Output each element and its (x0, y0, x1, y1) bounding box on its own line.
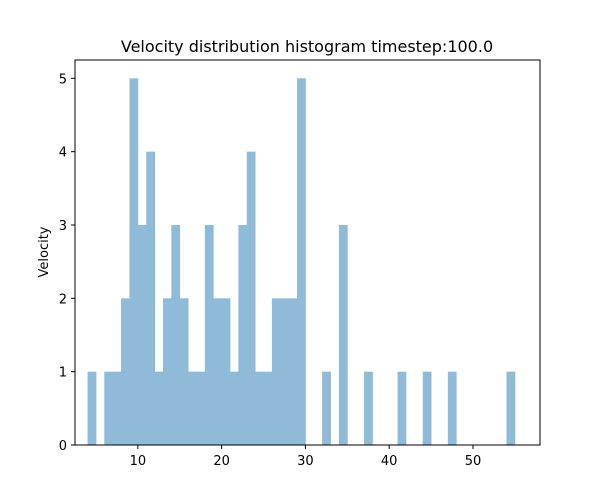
y-tick-label: 1 (59, 366, 67, 381)
x-tick-label: 30 (297, 454, 314, 469)
histogram-bar-19 (255, 371, 264, 445)
histogram-bar-5 (137, 225, 147, 445)
histogram-bar-30 (447, 371, 457, 445)
histogram-bar-16 (230, 371, 239, 445)
y-tick-label: 3 (59, 219, 67, 234)
x-tick-label: 40 (381, 454, 398, 469)
histogram-bar-0 (87, 371, 97, 445)
histogram-bar-31 (506, 371, 516, 445)
x-tick-label: 50 (465, 454, 482, 469)
histogram-bar-1 (104, 371, 114, 445)
histogram-bar-11 (188, 371, 197, 445)
histogram-bar-2 (112, 371, 122, 445)
histogram-bar-17 (238, 225, 248, 445)
ticks-group: 10 20 30 40 50 0 1 2 3 4 5 (59, 72, 482, 469)
y-tick-label: 2 (59, 292, 67, 307)
histogram-bar-6 (146, 151, 155, 446)
y-tick-label: 0 (59, 439, 67, 454)
histogram-bar-14 (213, 298, 223, 445)
histogram-bar-20 (263, 371, 273, 445)
histogram-bar-18 (246, 151, 256, 446)
chart-title: Velocity distribution histogram timestep… (121, 37, 493, 56)
histogram-bar-8 (162, 298, 172, 445)
y-axis-label: Velocity (37, 226, 52, 277)
y-tick-label: 5 (59, 72, 67, 87)
histogram-bar-25 (322, 371, 331, 445)
histogram-bar-13 (204, 225, 214, 445)
plot-frame (74, 59, 541, 446)
histogram-bar-3 (121, 298, 130, 445)
histogram-bar-24 (297, 78, 306, 445)
y-tick-label: 4 (59, 146, 67, 161)
x-tick-label: 20 (213, 454, 230, 469)
bars-group (87, 78, 516, 446)
histogram-bar-28 (397, 371, 407, 445)
histogram-bar-7 (154, 371, 164, 445)
histogram-bar-22 (280, 298, 290, 445)
histogram-bar-9 (171, 225, 181, 445)
histogram-bar-27 (364, 371, 373, 445)
histogram-bar-15 (221, 298, 231, 445)
histogram-bar-12 (196, 371, 206, 445)
histogram-bar-26 (338, 225, 348, 445)
histogram-bar-10 (179, 298, 189, 445)
histogram-bar-29 (422, 371, 432, 445)
histogram-bar-21 (271, 298, 281, 445)
x-tick-label: 10 (130, 454, 147, 469)
histogram-bar-23 (288, 298, 298, 445)
histogram-bar-4 (129, 78, 139, 445)
